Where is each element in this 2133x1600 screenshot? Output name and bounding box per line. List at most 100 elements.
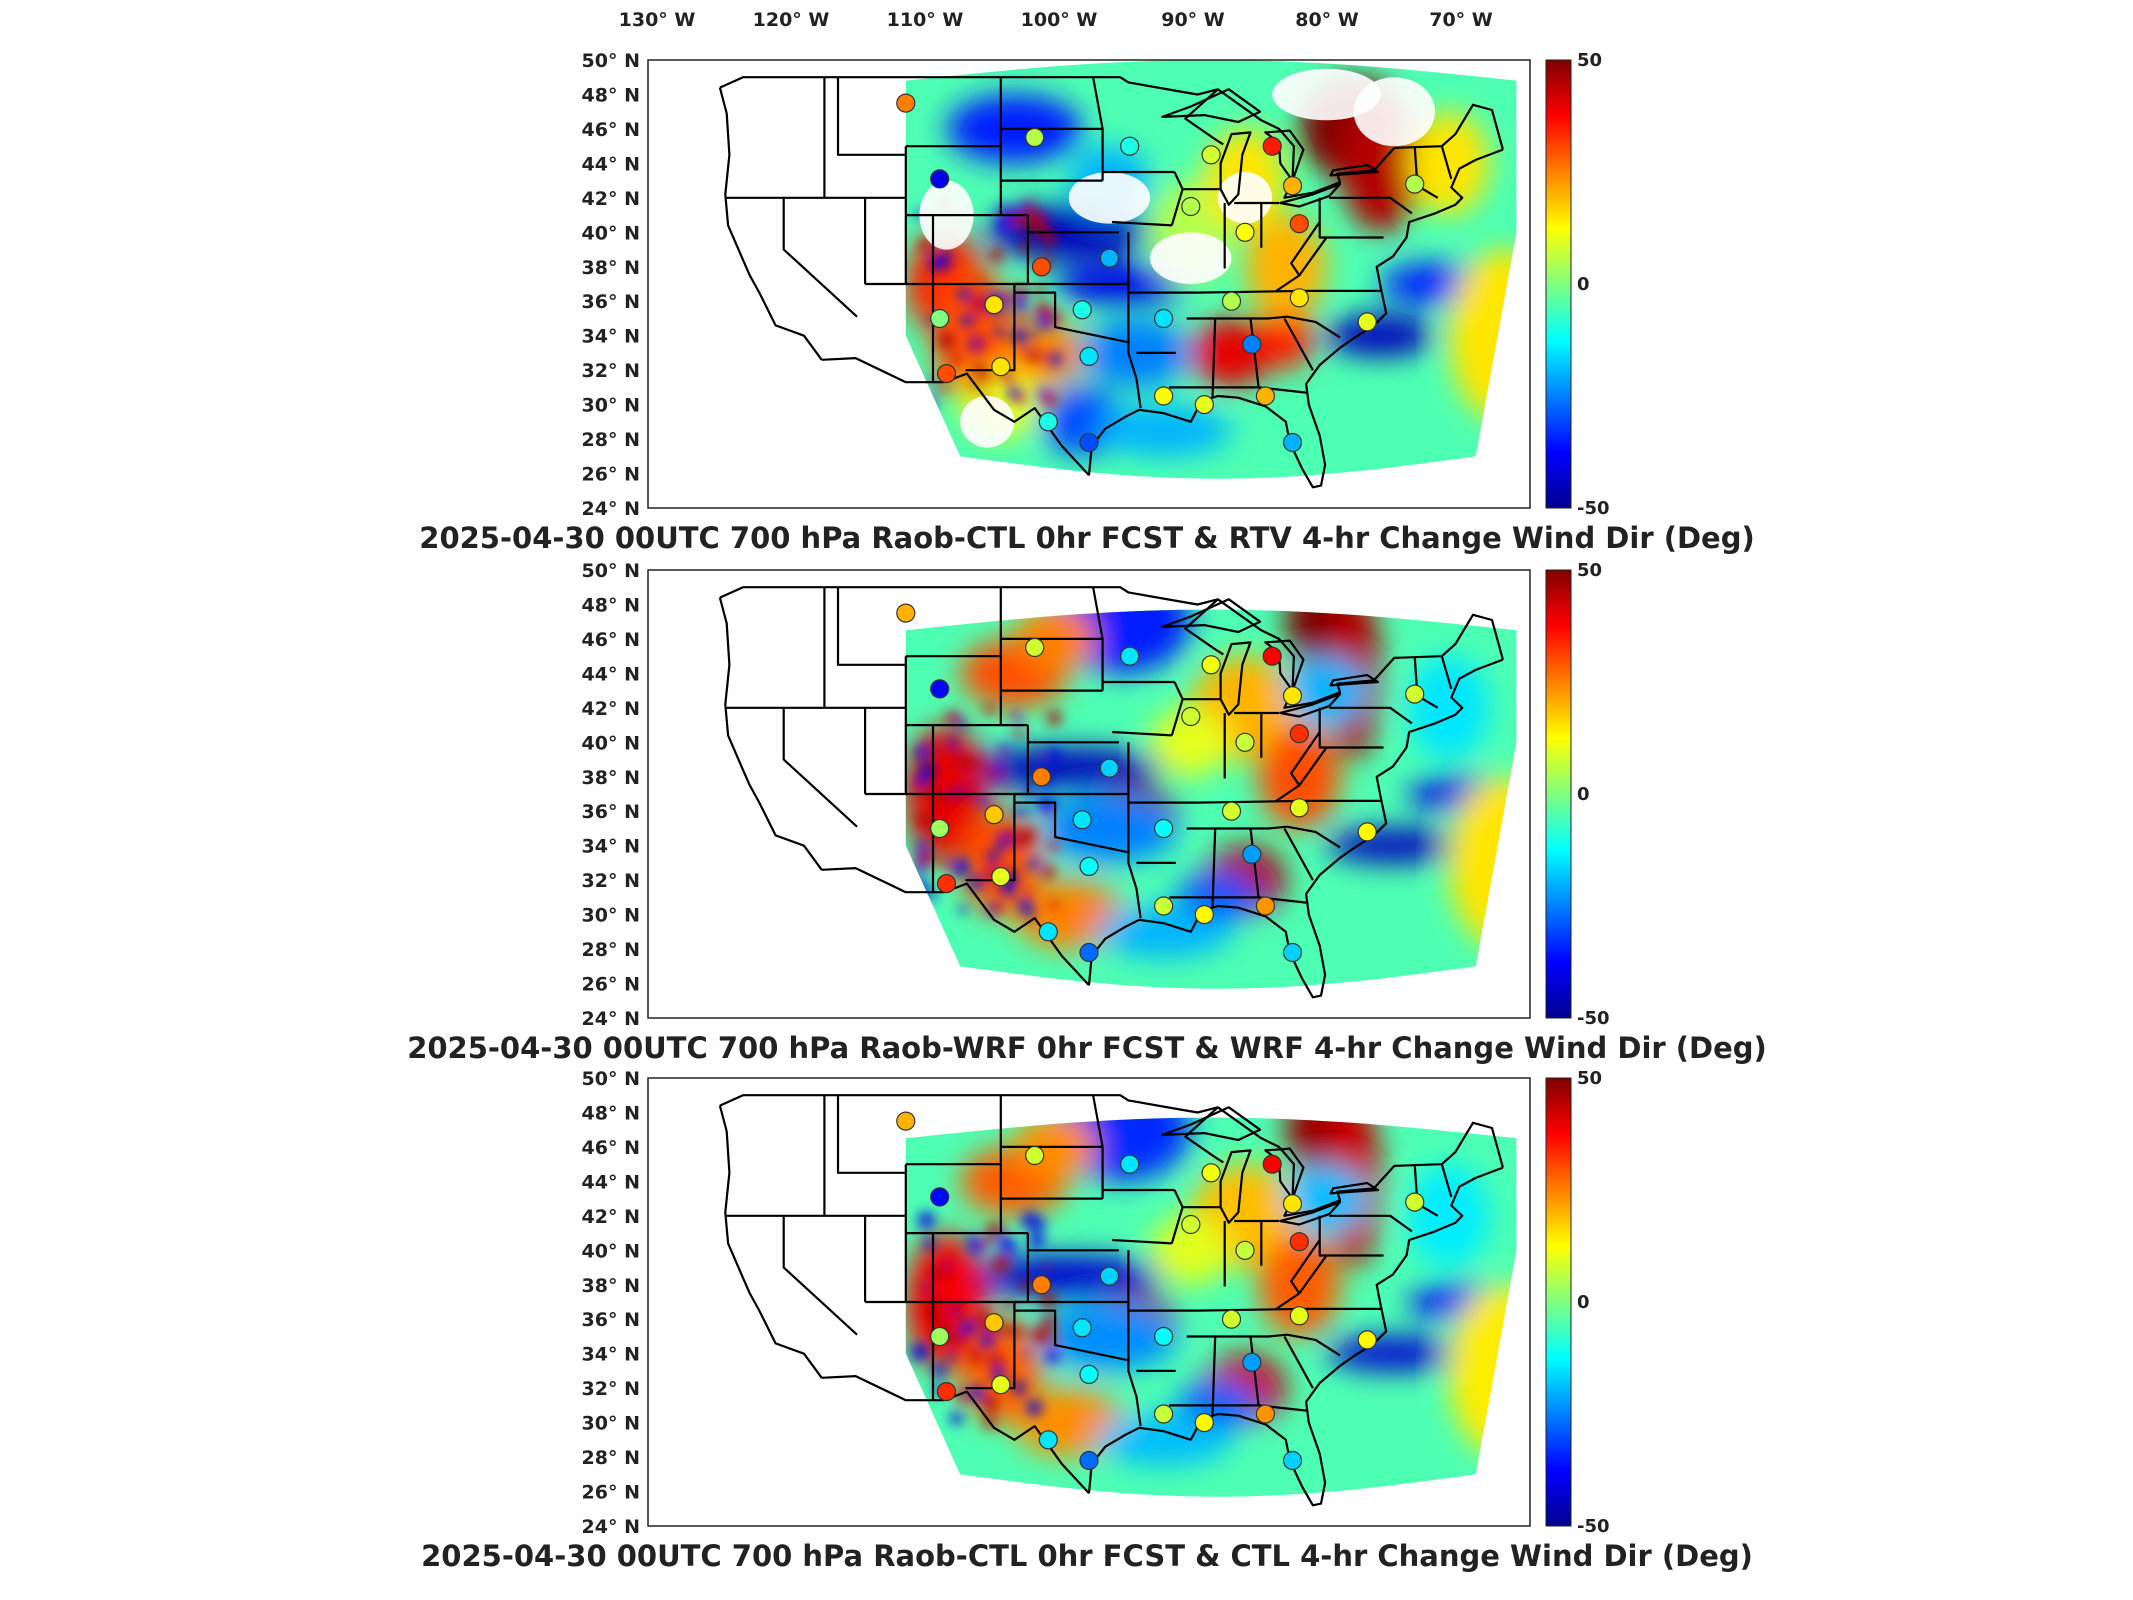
lat-tick-label: 28° N xyxy=(582,939,640,961)
field-speckle xyxy=(1049,840,1059,851)
field-speckle xyxy=(994,327,1004,338)
field-speckle xyxy=(1012,296,1028,311)
latitude-axis: 50° N 48° N 46° N 44° N 42° N 40° N 38° N 36° N… xyxy=(582,50,640,520)
field-speckle xyxy=(916,838,925,846)
colorbar-tick-label: -50 xyxy=(1577,1516,1610,1537)
lat-tick-label: 44° N xyxy=(582,663,640,685)
field-speckle xyxy=(923,1290,930,1297)
field-speckle xyxy=(1045,813,1053,820)
map-frame xyxy=(647,569,1531,1019)
field-speckle xyxy=(984,703,996,715)
state-boundaries xyxy=(718,1094,1504,1507)
great-lake xyxy=(1279,183,1342,208)
coastline xyxy=(1087,1166,1504,1507)
lat-tick-label: 32° N xyxy=(582,870,640,892)
raob-station-marker xyxy=(1201,145,1221,165)
field-speckle xyxy=(958,1319,976,1336)
field-speckle xyxy=(1041,797,1057,813)
raob-station-marker xyxy=(1079,432,1099,453)
field-speckle xyxy=(937,1314,951,1328)
field-speckle xyxy=(919,1344,931,1355)
colorbar-tick-label: 0 xyxy=(1577,1292,1590,1313)
state-line xyxy=(1092,1095,1104,1199)
raob-station-marker xyxy=(1194,1412,1214,1433)
great-lake xyxy=(1329,1181,1380,1195)
great-lake xyxy=(1279,692,1342,718)
colorbar-gradient xyxy=(1545,569,1572,1019)
raob-station-marker xyxy=(1153,308,1174,329)
raob-station-marker xyxy=(1079,1364,1099,1385)
state-line xyxy=(782,1215,858,1336)
raob-station-marker xyxy=(1221,291,1242,311)
state-line xyxy=(1186,1333,1341,1357)
raob-stations xyxy=(896,1111,1425,1471)
field-speckle xyxy=(929,1268,941,1280)
field-speckle xyxy=(1010,213,1027,230)
lat-tick-label: 46° N xyxy=(582,1137,640,1159)
field-speckle xyxy=(967,1234,979,1247)
field-speckle xyxy=(1020,1211,1039,1229)
state-line xyxy=(1186,315,1341,339)
state-line xyxy=(1211,1336,1217,1416)
state-line xyxy=(1440,1163,1453,1198)
field-speckle xyxy=(915,771,931,787)
state-line xyxy=(1275,1254,1328,1310)
field-speckle xyxy=(937,383,948,394)
field-speckle xyxy=(1017,898,1033,913)
field-speckle xyxy=(945,711,961,726)
state-line xyxy=(1290,1239,1321,1295)
field-speckle xyxy=(989,1391,997,1398)
field-anomaly xyxy=(1326,828,1463,863)
raob-station-marker xyxy=(984,295,1004,315)
coastline xyxy=(718,87,823,361)
state-line xyxy=(1092,77,1104,181)
field-speckle xyxy=(984,375,993,384)
raob-station-marker xyxy=(1072,300,1092,320)
raob-station-marker xyxy=(1120,646,1140,666)
field-speckle xyxy=(999,843,1006,851)
field-speckle xyxy=(915,744,931,760)
field-speckle xyxy=(989,248,1004,263)
field-speckle xyxy=(941,857,951,867)
state-line xyxy=(1112,220,1172,227)
raob-station-marker xyxy=(1282,1194,1303,1214)
field-speckle xyxy=(1019,827,1036,844)
field-anomaly xyxy=(1041,794,1178,863)
field-speckle xyxy=(932,1363,947,1377)
great-lake xyxy=(1279,1200,1342,1226)
raob-station-marker xyxy=(930,1326,950,1347)
raob-station-marker xyxy=(991,357,1011,377)
field-speckle xyxy=(1012,1380,1026,1394)
raob-station-marker xyxy=(1153,1404,1174,1424)
raob-station-marker xyxy=(936,873,957,894)
raob-station-marker xyxy=(1262,1154,1282,1174)
raob-station-marker xyxy=(1289,724,1309,744)
coastline xyxy=(1087,148,1504,489)
state-line xyxy=(1290,731,1321,787)
raob-station-marker xyxy=(1031,257,1052,277)
raob-station-marker xyxy=(1181,196,1201,217)
colorbar: 50 0 -50 xyxy=(1545,50,1610,519)
field-speckle xyxy=(944,1258,952,1266)
field-speckle xyxy=(969,875,984,890)
raob-station-marker xyxy=(930,679,950,699)
state-line xyxy=(1211,318,1217,398)
lon-tick-label: 80° W xyxy=(1295,9,1359,31)
lat-tick-label: 30° N xyxy=(582,1413,640,1435)
missing-data-gap xyxy=(1068,172,1151,224)
panels: 50° N 48° N 46° N 44° N 42° N 40° N 38° N 36° N… xyxy=(407,50,1767,1573)
field-speckle xyxy=(951,354,960,363)
raob-station-marker xyxy=(1235,1240,1255,1260)
field-speckle xyxy=(976,759,986,769)
lat-tick-label: 40° N xyxy=(582,732,640,754)
field-speckle xyxy=(1019,344,1026,351)
raob-station-marker xyxy=(1221,1309,1242,1329)
lat-tick-label: 24° N xyxy=(582,1516,640,1538)
great-lake xyxy=(1219,641,1252,716)
coastline xyxy=(1087,658,1504,999)
raob-station-marker xyxy=(1289,1306,1309,1326)
field-speckle xyxy=(979,1332,996,1349)
raob-station-marker xyxy=(1194,904,1214,925)
state-line xyxy=(1318,1215,1384,1257)
field-speckle xyxy=(1004,1300,1014,1311)
